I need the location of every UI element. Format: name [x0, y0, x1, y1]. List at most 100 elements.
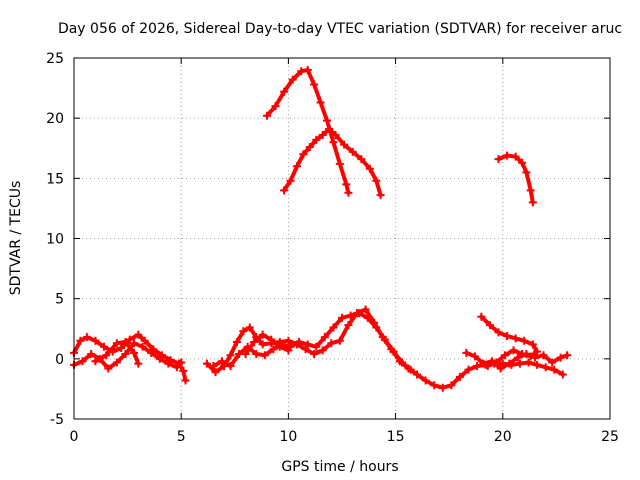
data-point — [455, 372, 464, 381]
data-point — [372, 176, 381, 185]
data-point — [271, 102, 280, 111]
series-arc-low-1 — [72, 332, 188, 383]
data-point — [179, 366, 188, 375]
data-point — [138, 342, 147, 351]
grid-lines — [74, 58, 610, 419]
data-point — [470, 352, 479, 361]
data-point — [515, 359, 524, 368]
data-point — [380, 335, 389, 344]
data-point — [331, 131, 340, 140]
series-arc-low-5 — [211, 311, 413, 372]
data-point — [202, 359, 211, 368]
data-point — [318, 131, 327, 140]
data-point — [305, 143, 314, 152]
data-point — [355, 309, 364, 318]
data-point — [112, 339, 121, 348]
data-point — [91, 357, 100, 366]
data-point — [340, 140, 349, 149]
data-point — [511, 334, 520, 343]
data-point — [87, 350, 96, 359]
data-point — [322, 116, 331, 125]
data-series-layer — [70, 66, 572, 392]
data-point — [226, 351, 235, 360]
data-point — [102, 351, 111, 360]
data-point — [303, 340, 312, 349]
data-point — [528, 198, 537, 207]
data-point — [335, 336, 344, 345]
data-point — [250, 337, 259, 346]
data-point — [286, 176, 295, 185]
axis-ticks — [73, 57, 611, 420]
y-tick-label: 25 — [46, 51, 64, 67]
x-tick-label: 15 — [387, 429, 405, 445]
data-point — [91, 336, 100, 345]
data-point — [284, 336, 293, 345]
data-point — [376, 191, 385, 200]
data-point — [130, 339, 139, 348]
data-point — [297, 67, 306, 76]
data-point — [406, 365, 415, 374]
data-point — [365, 164, 374, 173]
data-point — [473, 362, 482, 371]
data-point — [357, 155, 366, 164]
data-point — [447, 381, 456, 390]
data-point — [329, 323, 338, 332]
data-point — [421, 376, 430, 385]
data-point — [292, 162, 301, 171]
series-arc-high-3 — [496, 153, 535, 205]
data-point — [303, 66, 312, 75]
data-point — [78, 357, 87, 366]
data-point — [177, 358, 186, 367]
data-point — [344, 188, 353, 197]
data-point — [172, 363, 181, 372]
data-point — [121, 350, 130, 359]
data-point — [389, 347, 398, 356]
x-tick-label: 10 — [279, 429, 297, 445]
data-point — [121, 337, 130, 346]
x-tick-label: 20 — [494, 429, 512, 445]
data-point — [522, 168, 531, 177]
data-point — [134, 359, 143, 368]
data-point — [134, 330, 143, 339]
data-point — [239, 327, 248, 336]
data-point — [539, 351, 548, 360]
data-point — [518, 158, 527, 167]
data-point — [280, 87, 289, 96]
data-point — [327, 339, 336, 348]
data-point — [509, 346, 518, 355]
data-point — [550, 365, 559, 374]
data-point — [267, 335, 276, 344]
x-tick-label: 0 — [70, 429, 79, 445]
data-point — [312, 135, 321, 144]
data-point — [505, 359, 514, 368]
data-point — [528, 340, 537, 349]
data-point — [275, 342, 284, 351]
data-point — [82, 333, 91, 342]
data-point — [284, 346, 293, 355]
data-point — [462, 348, 471, 357]
data-point — [503, 331, 512, 340]
data-point — [492, 358, 501, 367]
data-point — [338, 313, 346, 322]
data-point — [280, 186, 289, 195]
data-point — [155, 354, 164, 363]
data-point — [181, 376, 190, 385]
data-point — [320, 333, 329, 342]
data-point — [100, 342, 109, 351]
data-point — [147, 348, 156, 357]
data-point — [348, 147, 357, 156]
data-point — [483, 362, 492, 371]
data-point — [398, 358, 407, 367]
data-point — [533, 360, 542, 369]
data-point — [125, 335, 134, 344]
data-point — [164, 359, 173, 368]
data-point — [541, 363, 550, 372]
data-point — [494, 328, 503, 337]
y-axis-label: SDTVAR / TECUs — [8, 181, 24, 296]
y-tick-label: 10 — [46, 232, 64, 248]
data-point — [413, 370, 422, 379]
data-point — [245, 323, 254, 332]
data-point — [310, 80, 319, 89]
x-axis-label: GPS time / hours — [281, 459, 398, 475]
data-point — [361, 305, 370, 314]
